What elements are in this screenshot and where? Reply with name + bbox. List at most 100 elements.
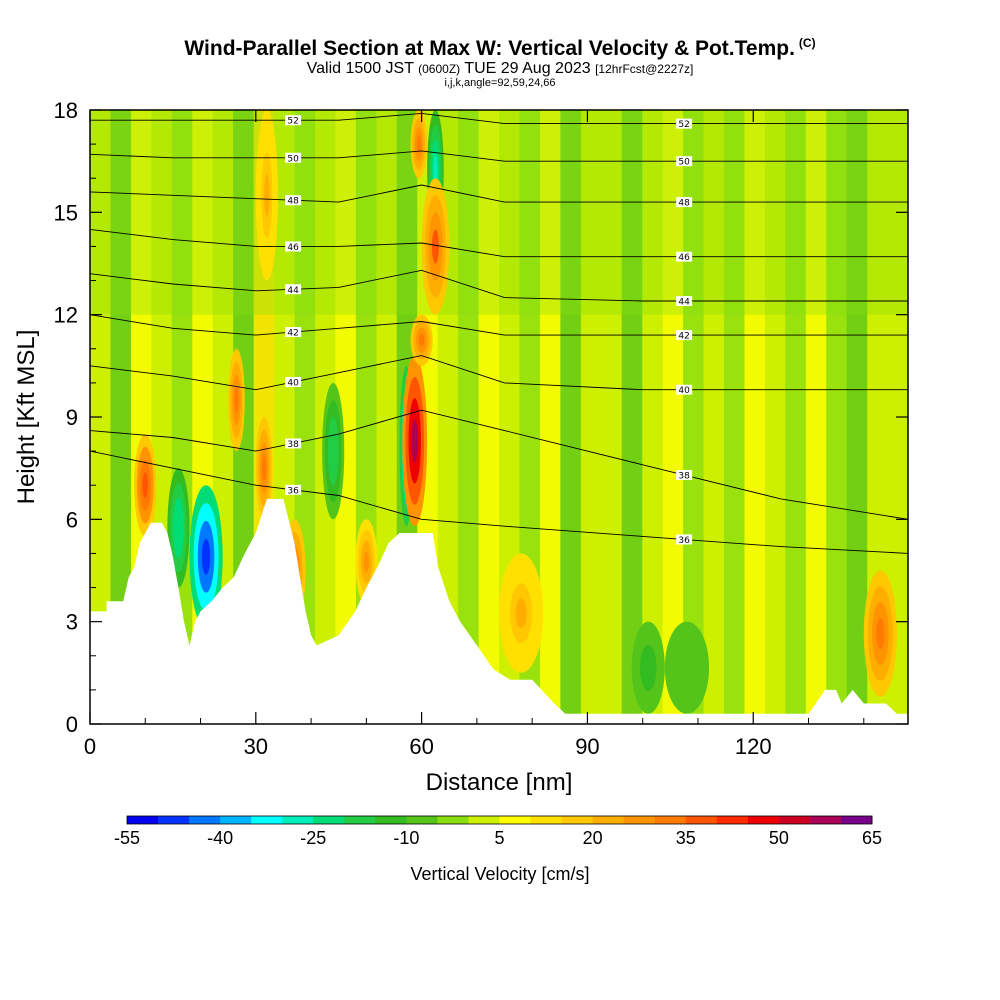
contour-label: 48 xyxy=(287,197,299,207)
velocity-strip xyxy=(723,110,745,724)
velocity-cell xyxy=(418,333,425,347)
y-tick-label: 0 xyxy=(66,712,78,737)
contour-label-bg xyxy=(676,330,693,341)
velocity-strip xyxy=(335,110,357,724)
contour-label-bg xyxy=(676,197,693,208)
velocity-cell xyxy=(142,472,149,499)
colorbar-tick-label: 5 xyxy=(494,828,504,848)
velocity-cell xyxy=(515,598,527,629)
colorbar-swatch xyxy=(344,816,376,824)
theta-contour xyxy=(90,269,908,302)
velocity-cell xyxy=(681,656,693,680)
colorbar-swatch xyxy=(251,816,283,824)
x-tick-label: 0 xyxy=(84,734,96,759)
upper-band xyxy=(90,110,908,315)
colorbar-tick-label: -55 xyxy=(114,828,140,848)
velocity-cell xyxy=(431,229,439,264)
velocity-strip xyxy=(539,110,561,724)
colorbar-swatch xyxy=(499,816,532,824)
x-axis-label: Distance [nm] xyxy=(426,769,573,796)
contour-label: 46 xyxy=(678,253,690,263)
contour-label: 44 xyxy=(678,298,690,308)
colorbar-swatch xyxy=(468,816,500,824)
velocity-cells xyxy=(134,110,897,714)
velocity-cell xyxy=(234,387,239,413)
colorbar-swatch xyxy=(127,816,159,824)
contour-label-bg xyxy=(676,534,693,545)
contour-label-bg xyxy=(285,377,302,388)
colorbar-swatch xyxy=(530,816,563,824)
x-tick-label: 120 xyxy=(735,734,772,759)
velocity-cell xyxy=(262,455,267,481)
contour-label-bg xyxy=(285,284,302,295)
colorbar-swatch xyxy=(778,816,811,824)
velocity-strip xyxy=(601,110,623,724)
colorbar-swatch xyxy=(840,816,873,824)
plot-area: 36 36 38 38 40 40 42 42 44 44 46 46 48 48 50 50 52 52 xyxy=(90,110,908,724)
colorbar-tick-label: -40 xyxy=(207,828,233,848)
y-tick-label: 6 xyxy=(66,507,78,532)
colorbar-tick-label: 50 xyxy=(769,828,789,848)
velocity-strip xyxy=(867,110,889,724)
chart-indices: i,j,k,angle=92,59,24,66 xyxy=(444,77,556,89)
colorbar-tick-label: 35 xyxy=(676,828,696,848)
velocity-cell xyxy=(644,656,653,680)
velocity-cell xyxy=(876,617,885,650)
theta-contours: 36 36 38 38 40 40 42 42 44 44 46 46 48 48 50 50 52 52 xyxy=(90,112,908,554)
colorbar-swatch xyxy=(220,816,252,824)
theta-contour xyxy=(90,314,908,336)
colorbar-title: Vertical Velocity [cm/s] xyxy=(410,864,589,884)
contour-label-bg xyxy=(285,241,302,252)
contour-label: 50 xyxy=(287,154,299,164)
velocity-strip xyxy=(458,110,480,724)
velocity-strip xyxy=(580,110,602,724)
velocity-strip xyxy=(785,110,807,724)
velocity-cell xyxy=(264,173,270,217)
colorbar-swatch xyxy=(623,816,656,824)
velocity-cell xyxy=(175,512,182,543)
contour-label: 52 xyxy=(678,120,689,130)
colorbar-swatch xyxy=(716,816,749,824)
x-tick-label: 90 xyxy=(575,734,599,759)
colorbar-tick-label: 65 xyxy=(862,828,882,848)
velocity-cell xyxy=(363,551,370,573)
colorbar-tick-label: -25 xyxy=(300,828,326,848)
y-tick-label: 12 xyxy=(54,303,78,328)
velocity-cell xyxy=(416,135,421,153)
colorbar-swatch xyxy=(375,816,407,824)
velocity-strip xyxy=(478,110,500,724)
colorbar-swatch xyxy=(282,816,314,824)
velocity-strip xyxy=(621,110,643,724)
title-mark: (C) xyxy=(798,36,816,50)
velocity-strip xyxy=(662,110,684,724)
colorbar-swatch xyxy=(809,816,842,824)
y-tick-label: 15 xyxy=(54,200,78,225)
contour-label-bg xyxy=(676,251,693,262)
y-tick-label: 18 xyxy=(54,98,78,123)
velocity-cell xyxy=(433,154,438,185)
contour-label: 38 xyxy=(287,440,299,450)
terrain xyxy=(90,498,908,724)
velocity-strip xyxy=(683,110,704,724)
contour-label-bg xyxy=(676,296,693,307)
velocity-cell xyxy=(330,434,336,469)
colorbar-tick-label: -10 xyxy=(393,828,419,848)
contour-label: 40 xyxy=(678,386,690,396)
contour-label-bg xyxy=(676,156,693,167)
colorbar-tick-label: 20 xyxy=(583,828,603,848)
colorbar-swatch xyxy=(561,816,594,824)
y-tick-label: 3 xyxy=(66,610,78,635)
colorbar-swatch xyxy=(158,816,190,824)
contour-label: 44 xyxy=(287,286,299,296)
velocity-strip xyxy=(744,110,766,724)
chart-subtitle: Valid 1500 JST (0600Z) TUE 29 Aug 2023 [… xyxy=(306,60,694,77)
x-tick-label: 30 xyxy=(244,734,268,759)
contour-label: 40 xyxy=(287,379,299,389)
velocity-strip xyxy=(703,110,725,724)
velocity-strip xyxy=(110,110,132,724)
velocity-strip xyxy=(805,110,827,724)
x-tick-label: 60 xyxy=(409,734,433,759)
contour-label-bg xyxy=(676,384,693,395)
velocity-strip xyxy=(560,110,582,724)
